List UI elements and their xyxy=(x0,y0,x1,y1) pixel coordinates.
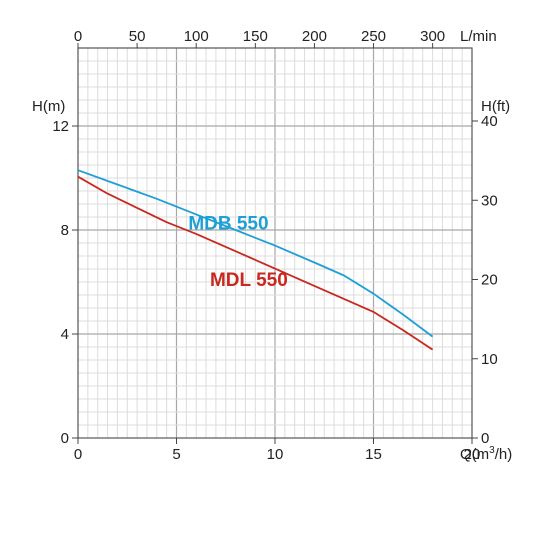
top-tick-label: 250 xyxy=(361,28,386,45)
bottom-tick-label: 5 xyxy=(172,446,180,463)
left-tick-label: 8 xyxy=(61,222,69,239)
series-label-mdl-550: MDL 550 xyxy=(210,270,288,291)
right-axis-title: H(ft) xyxy=(481,98,510,115)
right-tick-label: 20 xyxy=(481,272,498,289)
bottom-axis-title-tail: /h) xyxy=(495,446,513,463)
series-line-1 xyxy=(77,175,434,351)
left-axis-title: H(m) xyxy=(32,98,65,115)
series-lines xyxy=(77,169,434,351)
top-tick-label: 100 xyxy=(184,28,209,45)
top-tick-label: 200 xyxy=(302,28,327,45)
left-tick-label: 12 xyxy=(52,118,69,135)
series-line-0 xyxy=(77,169,434,338)
bottom-axis-title-sup: 3 xyxy=(489,445,495,456)
series-label-mdb-550: MDB 550 xyxy=(188,213,268,234)
top-tick-label: 50 xyxy=(129,28,146,45)
bottom-tick-label: 10 xyxy=(267,446,284,463)
grid xyxy=(78,48,472,438)
bottom-axis-title: Q(m3/h) xyxy=(460,445,512,463)
bottom-tick-label: 15 xyxy=(365,446,382,463)
left-tick-label: 4 xyxy=(61,326,69,343)
right-tick-label: 10 xyxy=(481,351,498,368)
bottom-tick-label: 0 xyxy=(74,446,82,463)
right-tick-label: 30 xyxy=(481,192,498,209)
top-tick-label: 300 xyxy=(420,28,445,45)
bottom-tick-label: 20 xyxy=(464,446,481,463)
axis-ticks xyxy=(72,43,478,444)
right-tick-label: 40 xyxy=(481,113,498,130)
top-tick-label: 0 xyxy=(74,28,82,45)
bottom-axis-title-base: Q(m xyxy=(460,446,489,463)
left-tick-label: 0 xyxy=(61,430,69,447)
top-tick-label: 150 xyxy=(243,28,268,45)
top-axis-title: L/min xyxy=(460,28,497,45)
right-tick-label: 0 xyxy=(481,430,489,447)
